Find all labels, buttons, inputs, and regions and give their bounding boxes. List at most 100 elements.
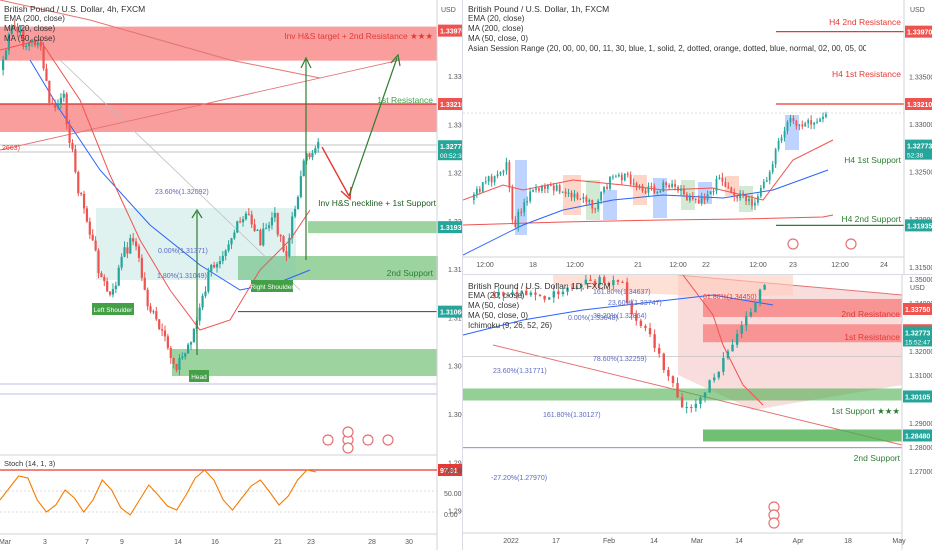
candle-1d-candle	[603, 277, 606, 283]
price-label: 1.31935	[440, 225, 462, 232]
candle-1h-candle	[730, 187, 733, 193]
candle-1d-candle	[538, 294, 542, 296]
arrowhead	[300, 56, 312, 69]
chart-1d-panel[interactable]: 2nd Resistance 1st Resistance 1st Support …	[463, 275, 932, 550]
candle-4h-candle	[114, 285, 117, 290]
candle-4h-candle	[276, 212, 279, 235]
chart-1d-svg[interactable]: 2nd Resistance 1st Resistance 1st Support …	[463, 275, 932, 550]
candle-1h-candle	[564, 191, 567, 194]
y-tick: 1.30500	[448, 364, 462, 371]
ema200	[0, 0, 321, 79]
candle-1h-candle	[579, 198, 582, 200]
y-tick: 1.30000	[448, 412, 462, 419]
candle-1d-candle	[598, 277, 601, 285]
candle-4h-candle	[68, 124, 71, 143]
session-box	[586, 180, 600, 220]
chart-4h-panel[interactable]: Inv H&S target + 2nd Resistance ★★★ 1st R…	[0, 0, 463, 550]
ema200-line	[0, 59, 401, 151]
fib-label: 161.80%(1.30127)	[543, 412, 601, 419]
candle-4h-candle	[91, 234, 94, 241]
event-flag-icon	[342, 426, 354, 438]
candle-1h-candle	[804, 123, 807, 127]
candle-1h-candle	[597, 200, 600, 210]
y-tick: 1.33000	[909, 122, 932, 129]
chart-1h-legend: British Pound / U.S. Dollar, 1h, FXCM EM…	[468, 4, 866, 54]
chart-1h-svg[interactable]: H4 2nd Resistance H4 1st Resistance H4 1st…	[463, 0, 932, 274]
candle-1h-candle	[478, 188, 481, 192]
chart-4h-svg[interactable]: Inv H&S target + 2nd Resistance ★★★ 1st R…	[0, 0, 462, 550]
candle-1h-candle	[688, 196, 691, 201]
session-box	[725, 176, 739, 196]
candle-1h-candle	[629, 174, 632, 185]
fib-label: 23.60%(1.33747)	[608, 300, 662, 307]
candle-1h-candle	[659, 191, 662, 193]
candle-1h-candle	[502, 170, 505, 173]
candle-4h-candle	[152, 311, 155, 313]
candle-1d-candle	[570, 287, 574, 289]
candle-4h-candle	[201, 295, 204, 308]
candle-1d-candle	[731, 344, 734, 352]
candle-1d-candle	[506, 295, 510, 297]
candle-1d-candle	[648, 328, 652, 335]
price-label-sub: 52:38	[907, 153, 924, 160]
candle-4h-candle	[77, 171, 80, 194]
y-tick: 1.28000	[909, 445, 932, 452]
candle-1h-candle	[748, 198, 750, 202]
legend-ma200: MA (200, close)	[468, 24, 524, 33]
y-tick: 1.33500	[448, 74, 462, 81]
price-label-bg	[903, 429, 932, 442]
candle-1h-candle	[573, 193, 576, 198]
zone-r1	[0, 104, 437, 133]
arrowhead	[191, 208, 203, 219]
candle-4h-candle	[293, 209, 297, 217]
candle-4h-candle	[184, 353, 187, 357]
candle-1h-candle	[538, 188, 540, 191]
candle-1h-candle	[600, 191, 603, 201]
label-head-bg	[189, 370, 209, 382]
candle-4h-candle	[227, 244, 230, 251]
candle-4h-candle	[244, 213, 248, 220]
candle-1d-candle	[653, 334, 656, 348]
candle-4h-candle	[175, 363, 178, 370]
candle-4h-candle	[97, 250, 100, 274]
candle-1h-candle	[526, 201, 529, 203]
candle-1h-candle	[798, 124, 801, 126]
axis-currency: USD	[910, 285, 925, 292]
candle-1h-candle	[493, 175, 496, 183]
zone-target	[0, 26, 437, 61]
label-left-shoulder-bg	[92, 303, 134, 315]
fib-label: 23.60%(1.31771)	[493, 368, 547, 375]
candle-1h-candle	[783, 130, 786, 138]
x-tick: 22	[702, 262, 710, 269]
candle-1h-candle	[609, 176, 611, 189]
candle-1h-candle	[768, 172, 771, 181]
candle-4h-candle	[103, 276, 106, 282]
candle-1h-candle	[644, 191, 647, 193]
candle-1h-candle	[499, 172, 502, 175]
candle-1d-candle	[515, 292, 519, 295]
candle-1d-candle	[493, 295, 496, 296]
x-tick: 21	[274, 539, 282, 546]
legend-ma20: MA (20, close)	[4, 24, 56, 33]
chart-1h-panel[interactable]: H4 2nd Resistance H4 1st Resistance H4 1st…	[463, 0, 932, 275]
session-box	[653, 178, 667, 218]
candle-4h-candle	[74, 149, 77, 172]
candle-1h-candle	[641, 185, 644, 192]
candle-4h-candle	[215, 264, 219, 268]
candle-4h-candle	[317, 142, 320, 149]
candle-4h-candle	[59, 97, 63, 105]
candle-1h-candle	[570, 192, 573, 198]
candle-4h-candle	[299, 176, 302, 198]
candle-1h-candle	[697, 199, 700, 203]
candle-1h-candle	[541, 186, 543, 191]
x-tick: 12:00	[566, 262, 584, 269]
candle-4h-candle	[178, 358, 181, 370]
candle-4h-candle	[308, 153, 311, 158]
candle-1h-candle	[745, 194, 747, 202]
candle-1h-candle	[694, 198, 697, 200]
legend-ma50: MA (50, close)	[4, 34, 56, 43]
x-tick: 12:00	[476, 262, 494, 269]
x-tick: Apr	[793, 538, 805, 545]
candle-4h-candle	[45, 68, 48, 81]
candle-1h-candle	[703, 197, 706, 200]
